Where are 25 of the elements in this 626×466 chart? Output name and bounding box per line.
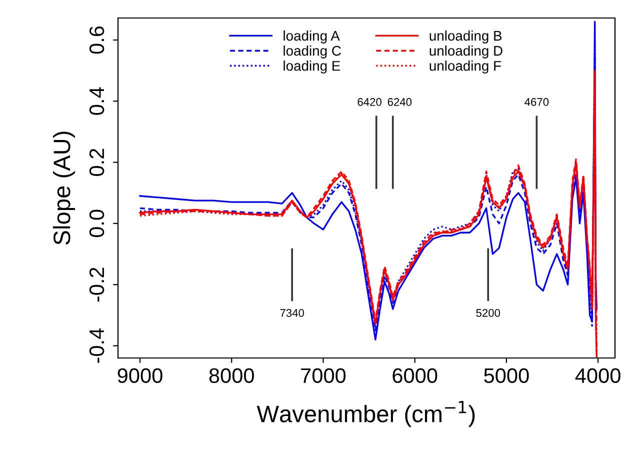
ref-line-label: 7340 — [280, 308, 304, 317]
x-tick-label: 5000 — [484, 368, 529, 384]
x-tick-label: 7000 — [301, 368, 346, 384]
x-tick-label: 4000 — [575, 368, 620, 384]
ref-line-label: 4670 — [524, 98, 549, 106]
ref-line-label: 6420 — [358, 98, 382, 106]
x-tick-label: 6000 — [392, 368, 438, 384]
legend-label: loading E — [284, 60, 340, 74]
legend-label: unloading F — [430, 60, 501, 74]
y-tick-label: 0.0 — [89, 210, 104, 238]
x-tick-label: 9000 — [118, 368, 162, 384]
y-tick-label: 0.4 — [89, 87, 104, 115]
legend-label: unloading D — [430, 46, 502, 58]
y-axis-title: Slope (AU) — [52, 132, 75, 245]
legend-label: loading A — [284, 30, 340, 44]
y-tick-label: 0.2 — [89, 148, 104, 176]
x-axis-title: Wavenumber (cm$^{−1}$) — [256, 401, 475, 428]
legend-label: unloading B — [430, 30, 502, 44]
x-tick-label: 8000 — [209, 368, 254, 384]
y-tick-label: -0.4 — [89, 328, 104, 363]
ref-line-label: 6240 — [388, 98, 412, 106]
ref-line-label: 5200 — [476, 308, 500, 317]
legend-label: loading C — [284, 46, 341, 58]
y-tick-label: -0.2 — [89, 268, 104, 302]
y-tick-label: 0.6 — [89, 26, 104, 54]
